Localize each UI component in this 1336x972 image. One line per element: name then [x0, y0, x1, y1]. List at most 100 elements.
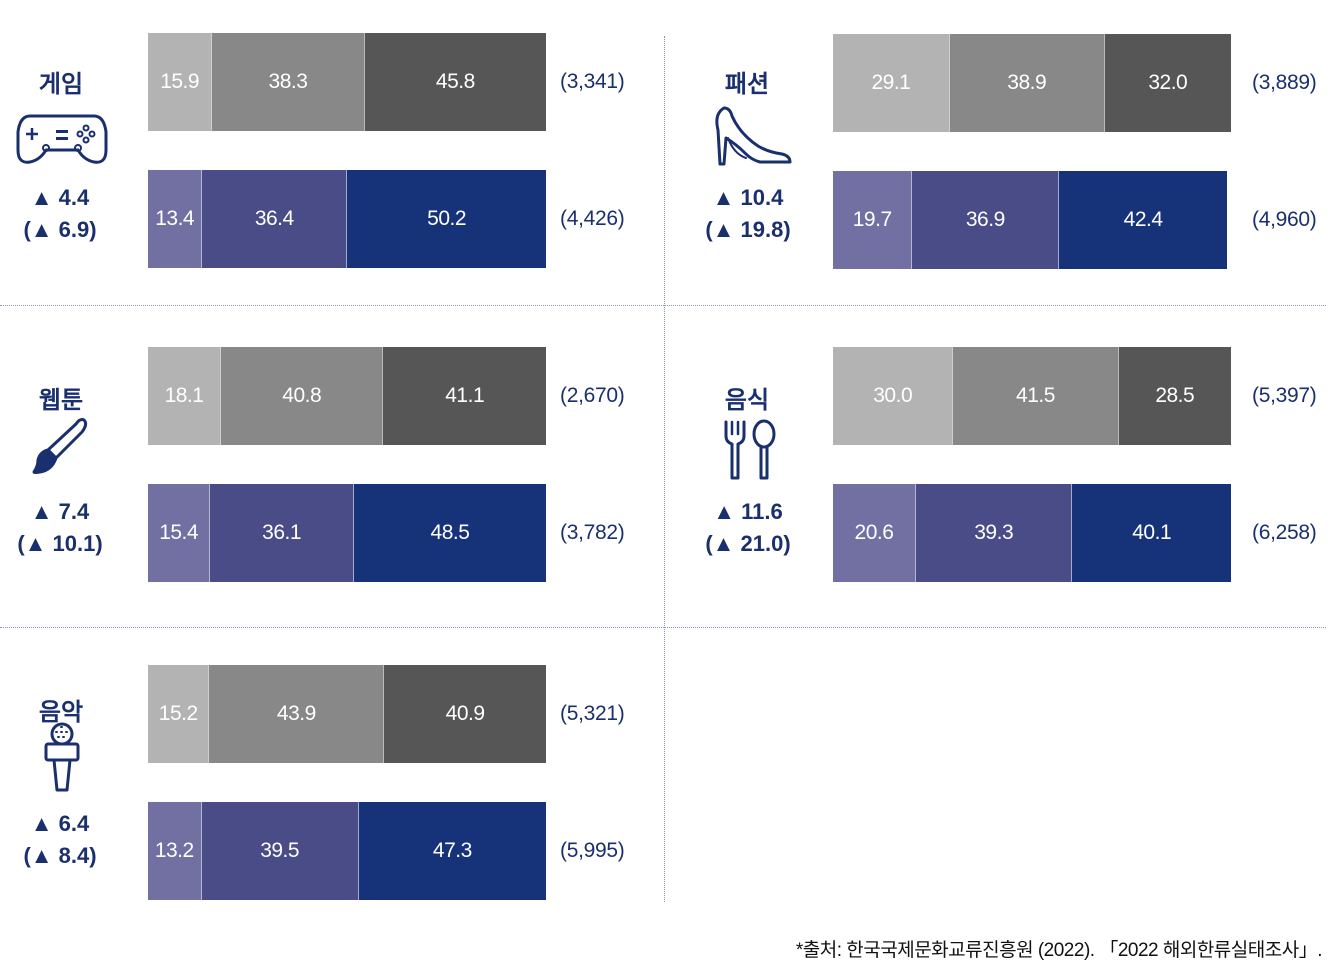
total-game-row1: (3,341)	[560, 70, 625, 93]
delta-game: ▲ 4.4 (▲ 6.9)	[0, 182, 120, 246]
segment-label: 13.4	[155, 207, 195, 230]
delta-current: ▲ 4.4	[30, 185, 90, 210]
segment-label: 39.3	[974, 521, 1014, 544]
delta-previous: (▲ 6.9)	[23, 217, 97, 242]
bar-segment: 15.2	[148, 665, 209, 763]
bar-segment: 40.9	[383, 665, 546, 763]
segment-label: 43.9	[276, 702, 316, 725]
segment-label: 15.9	[160, 70, 200, 93]
bar-segment: 50.2	[346, 170, 546, 268]
segment-label: 20.6	[854, 521, 894, 544]
bar-segment: 28.5	[1117, 347, 1231, 445]
segment-label: 28.5	[1155, 384, 1195, 407]
bar-segment: 13.2	[148, 802, 201, 900]
delta-previous: (▲ 21.0)	[705, 531, 791, 556]
bar-webtoon-row1: 18.1 40.8 41.1	[148, 347, 546, 445]
bar-webtoon-row2: 15.4 36.1 48.5	[148, 484, 546, 582]
delta-current: ▲ 11.6	[713, 499, 783, 524]
delta-fashion: ▲ 10.4 (▲ 19.8)	[688, 182, 808, 246]
category-title-fashion: 패션	[724, 71, 770, 98]
bar-segment: 45.8	[363, 33, 546, 131]
bar-segment: 43.9	[208, 665, 384, 763]
bar-food-row2: 20.6 39.3 40.1	[833, 484, 1231, 582]
segment-label: 30.0	[873, 384, 913, 407]
total-fashion-row2: (4,960)	[1252, 208, 1317, 231]
delta-food: ▲ 11.6 (▲ 21.0)	[688, 496, 808, 560]
delta-music: ▲ 6.4 (▲ 8.4)	[0, 808, 120, 872]
bar-segment: 15.9	[148, 33, 212, 131]
segment-label: 32.0	[1148, 71, 1188, 94]
segment-label: 40.1	[1132, 521, 1172, 544]
bar-segment: 30.0	[833, 347, 953, 445]
bar-segment: 36.9	[911, 171, 1059, 269]
segment-label: 29.1	[871, 71, 911, 94]
vertical-divider	[664, 36, 665, 902]
segment-label: 13.2	[154, 839, 194, 862]
segment-label: 38.9	[1007, 71, 1047, 94]
bar-food-row1: 30.0 41.5 28.5	[833, 347, 1231, 445]
bar-segment: 15.4	[148, 484, 210, 582]
delta-previous: (▲ 10.1)	[17, 531, 103, 556]
bar-segment: 48.5	[352, 484, 546, 582]
paintbrush-icon	[30, 416, 90, 476]
horizontal-divider-2	[0, 627, 1326, 628]
bar-segment: 39.3	[914, 484, 1072, 582]
segment-label: 50.2	[427, 207, 467, 230]
bar-segment: 18.1	[148, 347, 221, 445]
total-fashion-row1: (3,889)	[1252, 71, 1317, 94]
segment-label: 38.3	[268, 70, 308, 93]
category-title-music: 음악	[38, 699, 84, 726]
bar-music-row2: 13.2 39.5 47.3	[148, 802, 546, 900]
segment-label: 15.4	[159, 521, 199, 544]
bar-segment: 42.4	[1058, 171, 1227, 269]
bar-music-row1: 15.2 43.9 40.9	[148, 665, 546, 763]
segment-label: 42.4	[1123, 208, 1163, 231]
segment-label: 41.1	[445, 384, 485, 407]
gamepad-icon	[16, 110, 108, 168]
bar-segment: 13.4	[148, 170, 202, 268]
segment-label: 45.8	[435, 70, 475, 93]
segment-label: 48.5	[430, 521, 470, 544]
delta-current: ▲ 7.4	[30, 499, 90, 524]
segment-label: 36.1	[262, 521, 302, 544]
bar-segment: 36.4	[201, 170, 347, 268]
segment-label: 47.3	[432, 839, 472, 862]
segment-label: 36.4	[254, 207, 294, 230]
bar-segment: 41.1	[382, 347, 546, 445]
bar-segment: 32.0	[1103, 34, 1231, 132]
category-title-game: 게임	[38, 71, 84, 98]
bar-segment: 40.1	[1071, 484, 1231, 582]
bar-segment: 29.1	[833, 34, 949, 132]
total-webtoon-row2: (3,782)	[560, 521, 625, 544]
total-food-row2: (6,258)	[1252, 521, 1317, 544]
bar-fashion-row1: 29.1 38.9 32.0	[833, 34, 1231, 132]
delta-webtoon: ▲ 7.4 (▲ 10.1)	[0, 496, 120, 560]
category-title-webtoon: 웹툰	[38, 387, 84, 414]
bar-segment: 40.8	[220, 347, 383, 445]
segment-label: 39.5	[260, 839, 300, 862]
category-title-food: 음식	[724, 387, 770, 414]
delta-previous: (▲ 8.4)	[23, 843, 97, 868]
segment-label: 19.7	[852, 208, 892, 231]
microphone-icon	[42, 722, 82, 794]
bar-segment: 47.3	[357, 802, 546, 900]
bar-segment: 20.6	[833, 484, 915, 582]
total-music-row1: (5,321)	[560, 702, 625, 725]
total-music-row2: (5,995)	[560, 839, 625, 862]
bar-segment: 39.5	[200, 802, 358, 900]
segment-label: 40.9	[445, 702, 485, 725]
fork-spoon-icon	[722, 418, 778, 482]
total-food-row1: (5,397)	[1252, 384, 1317, 407]
bar-fashion-row2: 19.7 36.9 42.4	[833, 171, 1227, 269]
segment-label: 18.1	[164, 384, 204, 407]
horizontal-divider-1	[0, 305, 1326, 306]
delta-current: ▲ 6.4	[30, 811, 90, 836]
bar-segment: 19.7	[833, 171, 912, 269]
segment-label: 40.8	[282, 384, 322, 407]
bar-game-row1: 15.9 38.3 45.8	[148, 33, 546, 131]
bar-segment: 38.3	[211, 33, 364, 131]
delta-previous: (▲ 19.8)	[705, 217, 791, 242]
bar-segment: 41.5	[952, 347, 1118, 445]
bar-segment: 36.1	[209, 484, 353, 582]
delta-current: ▲ 10.4	[712, 185, 784, 210]
